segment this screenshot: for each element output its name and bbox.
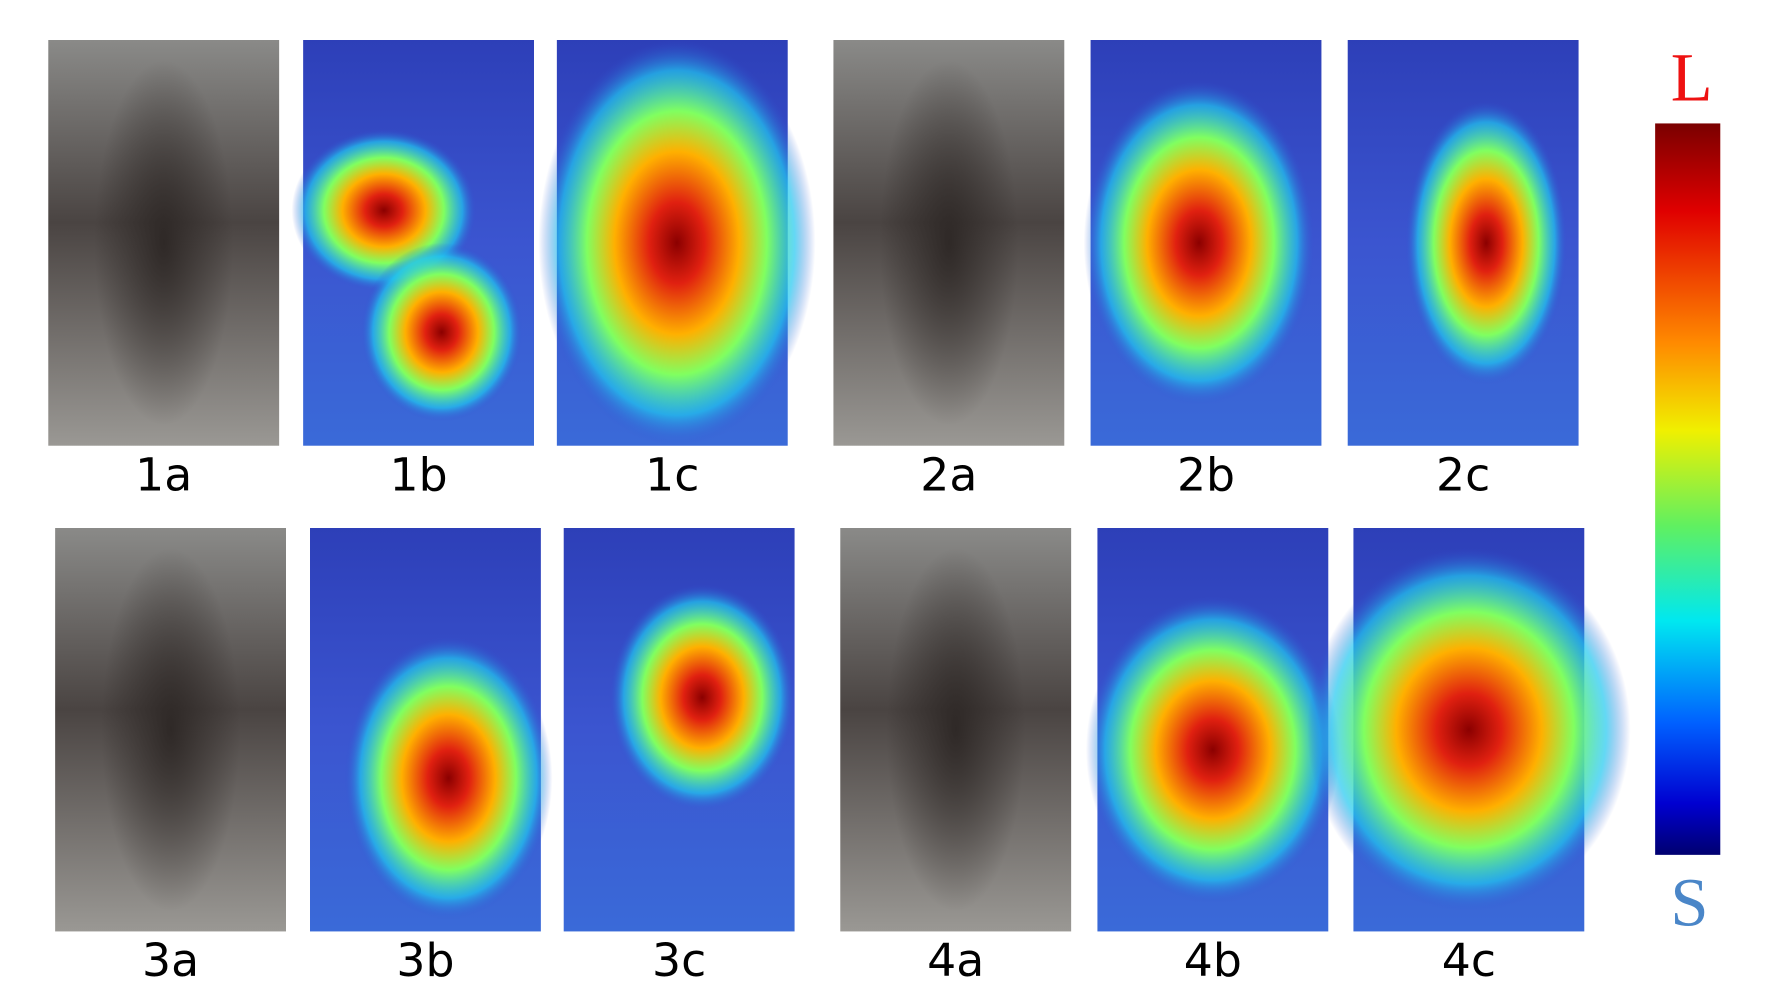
panel-label: 1a <box>135 448 192 501</box>
person <box>886 548 1025 912</box>
panel-label: 4c <box>1442 934 1496 987</box>
heat-spot <box>1405 100 1568 385</box>
heat-spot <box>360 242 523 422</box>
heat-spot <box>609 584 795 811</box>
panel-label: 1c <box>645 448 699 501</box>
panel-label: 2b <box>1177 448 1235 501</box>
panel-label: 2c <box>1436 448 1490 501</box>
panel-label: 3b <box>396 934 454 987</box>
heat-spot <box>1083 80 1315 406</box>
heat-spot <box>538 40 816 446</box>
panel-label: 3c <box>652 934 706 987</box>
heat-spot <box>344 636 553 920</box>
heat-spot <box>1307 548 1631 912</box>
legend-low: S <box>1670 865 1708 941</box>
panel-label: 1b <box>390 448 448 501</box>
color-bar <box>1655 123 1721 855</box>
heat-spot <box>1085 596 1340 904</box>
person <box>879 60 1019 426</box>
panel-label: 4a <box>927 934 984 987</box>
legend-high: L <box>1671 40 1713 116</box>
panel-label: 4b <box>1184 934 1242 987</box>
panel-label: 3a <box>142 934 199 987</box>
person <box>101 548 240 912</box>
panel-label: 2a <box>920 448 977 501</box>
person <box>94 60 233 426</box>
